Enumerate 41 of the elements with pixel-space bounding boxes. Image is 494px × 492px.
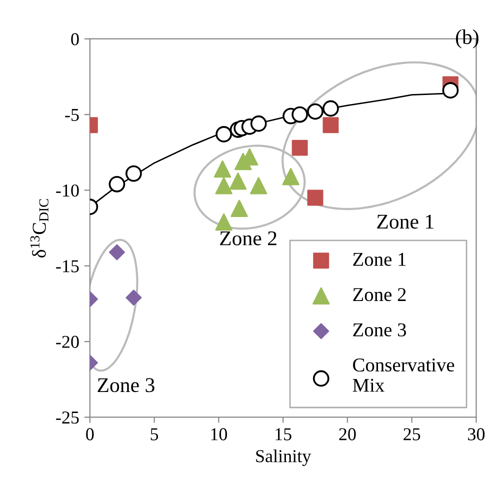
point — [215, 213, 232, 231]
x-tick-label: 5 — [150, 428, 158, 440]
x-tick-label: 15 — [276, 428, 292, 440]
y-tick-label: -10 — [56, 184, 79, 197]
x-tick-label: 10 — [211, 428, 228, 440]
point — [292, 140, 308, 156]
point — [215, 177, 232, 194]
y-axis-title: δ$^{13}$C$_{DIC}$ — [30, 199, 48, 258]
point — [282, 168, 300, 186]
point — [307, 103, 324, 120]
annotation: Zone 2 — [220, 231, 276, 246]
point — [292, 106, 308, 123]
point — [229, 172, 247, 190]
point — [108, 176, 126, 192]
point — [126, 165, 142, 182]
annotation: Zone 3 — [98, 378, 154, 392]
y-tick-label: 0 — [71, 33, 79, 46]
annotation: (b) — [456, 29, 478, 48]
point — [250, 177, 268, 194]
point — [322, 117, 339, 134]
x-tick-label: 30 — [468, 428, 485, 440]
legend-label: Conservative Mix — [352, 358, 454, 392]
point — [216, 126, 232, 142]
y-tick-label: -5 — [65, 108, 79, 121]
point — [322, 100, 339, 117]
x-tick-label: 0 — [86, 428, 94, 440]
point — [307, 190, 324, 206]
legend-label: Zone 3 — [353, 323, 406, 336]
annotation: Zone 1 — [377, 214, 434, 229]
point — [250, 115, 267, 132]
point — [230, 200, 248, 217]
point — [442, 82, 459, 99]
legend-label: Zone 2 — [353, 288, 406, 302]
x-axis-title: Salinity — [256, 450, 312, 466]
y-tick-label: -15 — [56, 260, 79, 272]
y-tick-label: -25 — [56, 412, 79, 424]
y-tick-label: -20 — [56, 336, 79, 348]
point — [214, 160, 232, 178]
x-tick-label: 25 — [404, 428, 420, 440]
legend-label: Zone 1 — [353, 252, 406, 266]
x-tick-label: 20 — [339, 428, 356, 440]
